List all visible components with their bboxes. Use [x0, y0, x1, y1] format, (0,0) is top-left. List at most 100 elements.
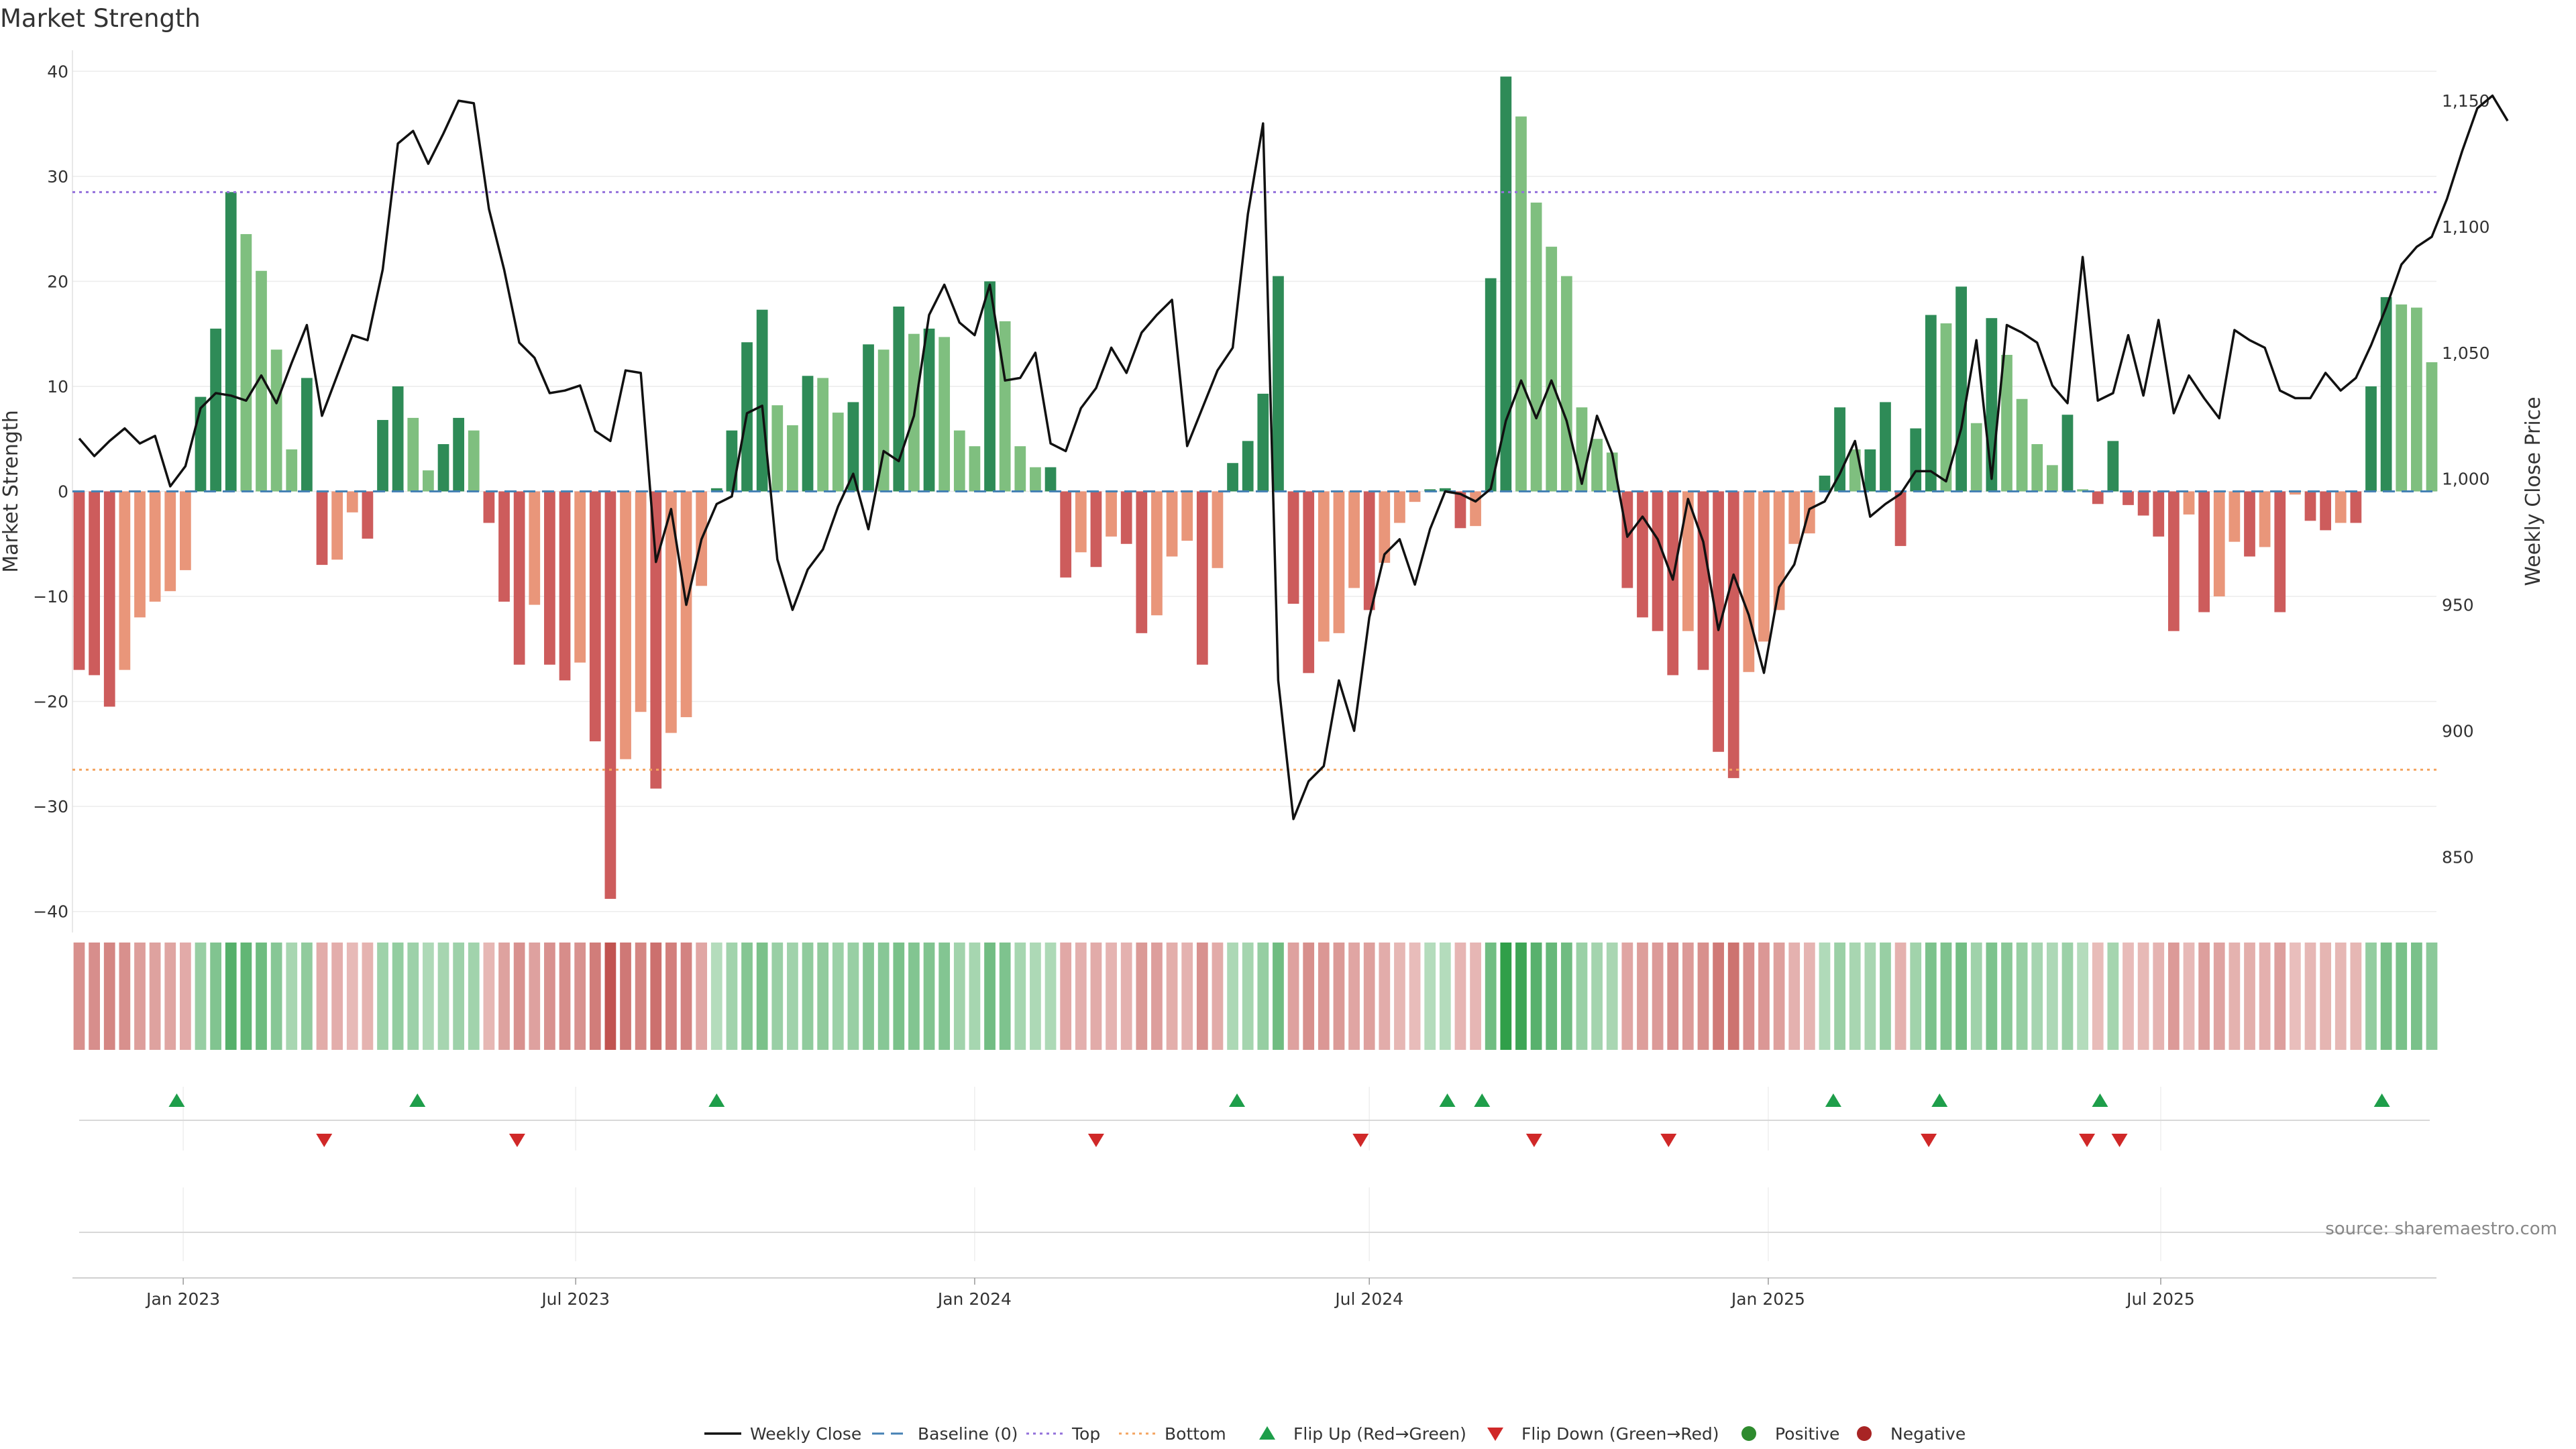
strength-bar [771, 405, 784, 492]
strength-bar [710, 488, 722, 492]
strength-bar [301, 378, 313, 492]
strength-bar [103, 491, 115, 707]
heat-cell [1151, 943, 1163, 1050]
strength-bar [2153, 491, 2165, 537]
strength-bar [650, 491, 662, 789]
strength-bar [316, 491, 328, 566]
strength-bar [256, 270, 267, 492]
heat-cell [2365, 943, 2377, 1050]
strength-bar [2411, 307, 2422, 492]
y2-tick-label: 1,150 [2442, 91, 2490, 111]
heat-cell [1667, 943, 1679, 1050]
strength-bar [984, 281, 996, 492]
heat-cell [2289, 943, 2301, 1050]
strength-bar [1894, 491, 1907, 546]
heat-cell [893, 943, 905, 1050]
flip-up-marker [1229, 1093, 1246, 1107]
strength-bar [1682, 491, 1694, 631]
legend-item-positive: Positive [1741, 1424, 1839, 1444]
heat-cell [817, 943, 829, 1050]
heat-cell [225, 943, 237, 1050]
flip-down-marker [2111, 1134, 2128, 1147]
strength-bar [1333, 491, 1345, 633]
heat-cell [2123, 943, 2134, 1050]
heat-cell [286, 943, 298, 1050]
heat-cell [1637, 943, 1648, 1050]
legend-item-weekly-close: Weekly Close [704, 1424, 861, 1444]
heat-cell [1743, 943, 1755, 1050]
strength-bar [589, 491, 601, 742]
strength-bar [134, 491, 146, 618]
flip-down-marker [1525, 1134, 1542, 1147]
strength-bar [1530, 202, 1542, 492]
heat-cell [210, 943, 222, 1050]
strength-bar [1318, 491, 1330, 642]
heat-cell [180, 943, 191, 1050]
heat-cell [1212, 943, 1224, 1050]
heat-cell [802, 943, 814, 1050]
flip-down-marker [2079, 1134, 2096, 1147]
heat-cell [134, 943, 146, 1050]
heat-cell [710, 943, 722, 1050]
strength-bar [1910, 428, 1922, 492]
heat-cell [2244, 943, 2255, 1050]
strength-bar [923, 328, 935, 492]
heat-cell [1546, 943, 1558, 1050]
main-gridlines: 40 30 20 10 0 −10 −20 −30 −40 [33, 62, 2436, 922]
strength-bar [1819, 476, 1831, 492]
heat-cell [2350, 943, 2362, 1050]
y-tick-label: 10 [47, 377, 68, 396]
heat-cell [1318, 943, 1330, 1050]
strength-bar [468, 430, 480, 492]
strength-bar [893, 306, 905, 492]
strength-bar [2334, 491, 2347, 523]
strength-bar [1621, 491, 1633, 588]
strength-bar [847, 402, 859, 492]
heat-cell [1925, 943, 1937, 1050]
heat-cell [1424, 943, 1436, 1050]
heat-cell [1439, 943, 1451, 1050]
strength-bar [2198, 491, 2210, 612]
heat-cell [1454, 943, 1466, 1050]
strength-bar [1515, 116, 1527, 492]
strength-bar [270, 350, 282, 492]
strength-bar [938, 337, 951, 492]
heat-cell [1333, 943, 1345, 1050]
strength-bar [149, 491, 161, 602]
heat-cell [1136, 943, 1148, 1050]
heat-cell [741, 943, 753, 1050]
strength-bar [604, 491, 616, 899]
strength-bar [817, 378, 829, 492]
strength-bar [377, 420, 388, 492]
y-tick-label: −40 [33, 902, 68, 922]
heat-cell [696, 943, 708, 1050]
heat-cell [832, 943, 844, 1050]
legend-label: Positive [1775, 1424, 1839, 1444]
strength-bar [1424, 489, 1436, 492]
strength-bar [863, 344, 874, 492]
strength-bar [1030, 467, 1041, 492]
strength-bar [953, 430, 965, 492]
strength-bar [437, 444, 449, 492]
y2-axis-title: Weekly Close Price [2522, 396, 2545, 586]
heat-cell [2426, 943, 2438, 1050]
strength-bar [756, 309, 768, 492]
legend-label: Weekly Close [750, 1424, 861, 1444]
strength-bar [1864, 449, 1876, 492]
heat-cell [1470, 943, 1481, 1050]
heat-cell [1090, 943, 1102, 1050]
strength-bar [1713, 491, 1724, 752]
heat-cell [1970, 943, 1982, 1050]
heat-cell [1955, 943, 1967, 1050]
strength-bar [1257, 393, 1269, 492]
heat-cell [2274, 943, 2286, 1050]
heat-cell [1485, 943, 1497, 1050]
strength-bar [1925, 315, 1937, 492]
heat-cell [453, 943, 465, 1050]
strength-bar [346, 491, 358, 513]
heat-cell [1515, 943, 1527, 1050]
strength-bar [1106, 491, 1117, 537]
heat-cell [2380, 943, 2392, 1050]
heat-cell [468, 943, 480, 1050]
strength-bar [1667, 491, 1679, 676]
